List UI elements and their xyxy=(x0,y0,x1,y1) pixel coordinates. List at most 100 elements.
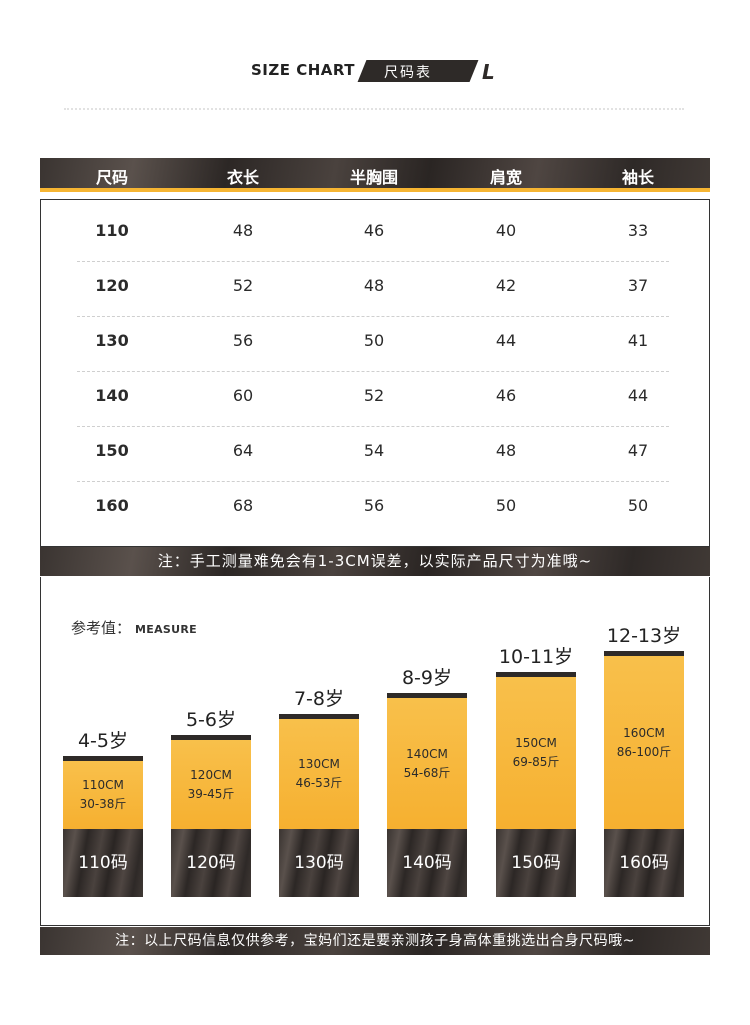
cell-length: 48 xyxy=(232,221,254,240)
bar-fill xyxy=(171,740,251,829)
bar-height-label: 150CM xyxy=(515,736,557,750)
cell-chest: 52 xyxy=(363,386,385,405)
bar-fill xyxy=(387,698,467,829)
measure-reference-panel: 参考值： MEASURE 4-5岁 110CM 30-38斤 110码 5-6岁 120CM… xyxy=(40,577,710,926)
cell-size: 160 xyxy=(95,496,129,515)
bar-cap xyxy=(604,651,684,656)
cell-length: 52 xyxy=(232,276,254,295)
bar-age-label: 4-5岁 xyxy=(77,730,129,752)
cell-shoulder: 40 xyxy=(495,221,517,240)
bar-weight-label: 69-85斤 xyxy=(512,755,560,769)
row-divider xyxy=(77,426,669,427)
cell-shoulder: 46 xyxy=(495,386,517,405)
bar-age-label: 12-13岁 xyxy=(606,625,682,647)
column-header-size: 尺码 xyxy=(95,168,128,187)
measure-label: 参考值： MEASURE xyxy=(71,617,197,638)
row-divider xyxy=(77,481,669,482)
bar-fill xyxy=(496,677,576,829)
cell-chest: 48 xyxy=(363,276,385,295)
cell-shoulder: 48 xyxy=(495,441,517,460)
cell-shoulder: 44 xyxy=(495,331,517,350)
bar-fill xyxy=(604,656,684,829)
cell-shoulder: 42 xyxy=(495,276,517,295)
size-table-header: 尺码 衣长 半胸围 肩宽 袖长 xyxy=(40,158,710,192)
bar-size-label: 110码 xyxy=(63,829,143,897)
measure-label-en: MEASURE xyxy=(135,623,197,636)
bar-height-weight: 140CM 54-68斤 xyxy=(387,745,467,783)
column-header-length: 衣长 xyxy=(226,168,259,187)
page-header: SIZE CHART 尺码表 L xyxy=(0,58,750,88)
column-header-chest: 半胸围 xyxy=(349,168,398,187)
cell-chest: 46 xyxy=(363,221,385,240)
bar-fill xyxy=(63,761,143,829)
row-divider xyxy=(77,316,669,317)
bar-cap xyxy=(496,672,576,677)
cell-sleeve: 37 xyxy=(627,276,649,295)
bar-age-label: 5-6岁 xyxy=(185,709,237,731)
cell-sleeve: 33 xyxy=(627,221,649,240)
cell-size: 150 xyxy=(95,441,129,460)
table-row: 140 60 52 46 44 xyxy=(41,372,709,427)
cell-chest: 54 xyxy=(363,441,385,460)
bar-height-label: 120CM xyxy=(190,767,232,782)
bar-age-label: 7-8岁 xyxy=(293,688,345,710)
bar-cap xyxy=(279,714,359,719)
cell-length: 60 xyxy=(232,386,254,405)
table-row: 160 68 56 50 50 xyxy=(41,482,709,537)
bar-height-weight: 150CM 69-85斤 xyxy=(496,734,576,772)
row-divider xyxy=(77,371,669,372)
header-divider xyxy=(64,108,684,110)
measurement-error-note: 注：手工测量难免会有1-3CM误差，以实际产品尺寸为准哦~ xyxy=(40,547,710,576)
cell-sleeve: 44 xyxy=(627,386,649,405)
cell-sleeve: 41 xyxy=(627,331,649,350)
bar-size-label: 140码 xyxy=(387,829,467,897)
cell-length: 64 xyxy=(232,441,254,460)
bar-height-label: 110CM xyxy=(82,778,124,792)
logo-letter: L xyxy=(482,60,495,84)
bar-weight-label: 30-38斤 xyxy=(79,797,127,811)
bar-height-weight: 130CM 46-53斤 xyxy=(279,755,359,793)
bar-height-label: 160CM xyxy=(623,725,665,740)
size-reference-note: 注：以上尺码信息仅供参考，宝妈们还是要亲测孩子身高体重挑选出合身尺码哦~ xyxy=(40,927,710,955)
cell-shoulder: 50 xyxy=(495,496,517,515)
bar-cap xyxy=(63,756,143,761)
bar-size-label: 160码 xyxy=(604,829,684,897)
bar-weight-label: 46-53斤 xyxy=(295,776,343,790)
bar-size-label: 130码 xyxy=(279,829,359,897)
title-en: SIZE CHART xyxy=(251,61,356,79)
size-table-body: 110 48 46 40 33 120 52 48 42 37 130 56 5… xyxy=(40,199,710,547)
cell-size: 140 xyxy=(95,386,129,405)
bar-weight-label: 86-100斤 xyxy=(616,744,672,759)
bar-weight-label: 54-68斤 xyxy=(403,765,451,780)
bar-height-weight: 120CM 39-45斤 xyxy=(171,766,251,804)
bar-height-label: 130CM xyxy=(298,757,340,771)
table-row: 150 64 54 48 47 xyxy=(41,427,709,482)
title-cn: 尺码表 xyxy=(384,65,432,81)
column-header-shoulder: 肩宽 xyxy=(489,168,522,187)
cell-length: 56 xyxy=(232,331,254,350)
row-divider xyxy=(77,261,669,262)
bar-age-label: 8-9岁 xyxy=(401,667,453,689)
bar-height-weight: 110CM 30-38斤 xyxy=(63,776,143,814)
table-row: 130 56 50 44 41 xyxy=(41,317,709,372)
cell-size: 120 xyxy=(95,276,129,295)
bar-fill xyxy=(279,719,359,829)
column-header-sleeve: 袖长 xyxy=(621,168,654,187)
bar-cap xyxy=(171,735,251,740)
bar-weight-label: 39-45斤 xyxy=(187,786,235,801)
bar-height-weight: 160CM 86-100斤 xyxy=(604,724,684,762)
table-row: 110 48 46 40 33 xyxy=(41,207,709,262)
cell-sleeve: 47 xyxy=(627,441,649,460)
bar-size-label: 150码 xyxy=(496,829,576,897)
cell-chest: 50 xyxy=(363,331,385,350)
cell-sleeve: 50 xyxy=(627,496,649,515)
cell-length: 68 xyxy=(232,496,254,515)
table-row: 120 52 48 42 37 xyxy=(41,262,709,317)
measure-label-cn: 参考值： xyxy=(71,619,132,637)
bar-size-label: 120码 xyxy=(171,829,251,897)
bar-cap xyxy=(387,693,467,698)
cell-size: 110 xyxy=(95,221,129,240)
bar-age-label: 10-11岁 xyxy=(498,646,574,668)
bar-height-label: 140CM xyxy=(406,746,448,761)
cell-size: 130 xyxy=(95,331,129,350)
